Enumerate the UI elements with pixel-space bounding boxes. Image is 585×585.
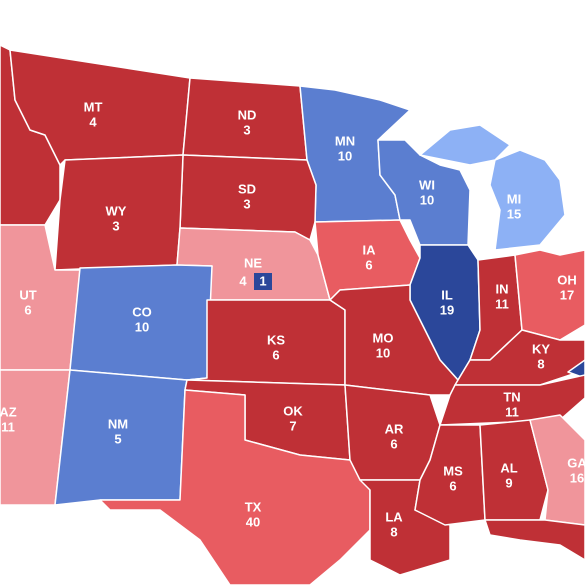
state-ky[interactable] — [454, 329, 585, 386]
state-mi[interactable] — [489, 149, 566, 251]
state-abbr: OH — [557, 272, 577, 287]
state-abbr: UT — [19, 287, 36, 302]
state-abbr: AZ — [0, 404, 17, 419]
state-abbr: MO — [373, 330, 394, 345]
state-abbr: MS — [443, 463, 463, 478]
state-votes: 3 — [112, 218, 119, 233]
state-abbr: IA — [363, 242, 377, 257]
state-votes: 16 — [570, 470, 584, 485]
district-votes: 1 — [259, 273, 266, 288]
state-votes: 15 — [507, 206, 521, 221]
state-oh[interactable] — [514, 249, 585, 341]
state-votes: 8 — [390, 524, 397, 539]
state-votes: 11 — [1, 419, 15, 434]
state-fl[interactable] — [484, 519, 585, 561]
district-box — [254, 273, 272, 290]
state-votes: 4 — [89, 114, 97, 129]
state-votes: 40 — [246, 514, 260, 529]
state-votes: 3 — [243, 122, 250, 137]
state-votes: 6 — [272, 347, 279, 362]
state-votes: 9 — [505, 475, 512, 490]
state-votes: 8 — [537, 356, 544, 371]
state-al[interactable] — [479, 419, 549, 521]
state-abbr: NE — [244, 255, 262, 270]
state-abbr: NM — [108, 416, 128, 431]
state-abbr: MI — [507, 191, 521, 206]
state-ga[interactable] — [529, 414, 585, 526]
state-tx[interactable] — [99, 389, 371, 585]
state-abbr: KS — [267, 332, 285, 347]
state-abbr: ND — [238, 107, 257, 122]
state-votes: 10 — [135, 319, 149, 334]
state-abbr: SD — [238, 181, 256, 196]
state-votes: 19 — [440, 302, 454, 317]
state-votes: 11 — [495, 296, 509, 311]
state-abbr: WI — [419, 177, 435, 192]
state-abbr: LA — [385, 509, 403, 524]
state-abbr: GA — [567, 455, 585, 470]
state-tn[interactable] — [439, 374, 585, 426]
state-abbr: IN — [496, 281, 509, 296]
state-abbr: MN — [335, 133, 355, 148]
state-votes: 17 — [560, 287, 574, 302]
state-votes: 6 — [24, 302, 31, 317]
state-votes: 11 — [505, 404, 519, 419]
state-abbr: KY — [532, 341, 550, 356]
state-va[interactable] — [567, 359, 585, 379]
state-mi-upper[interactable] — [419, 124, 511, 166]
state-votes: 10 — [338, 148, 352, 163]
state-abbr: TX — [245, 499, 262, 514]
state-votes: 6 — [365, 257, 372, 272]
states — [0, 44, 585, 585]
state-abbr: OK — [283, 403, 303, 418]
state-abbr: IL — [441, 287, 453, 302]
state-abbr: WY — [106, 203, 127, 218]
state-votes: 6 — [449, 478, 456, 493]
state-abbr: MT — [84, 99, 103, 114]
state-abbr: TN — [503, 389, 520, 404]
state-votes: 7 — [289, 418, 296, 433]
state-votes: 10 — [376, 345, 390, 360]
state-abbr: CO — [132, 304, 152, 319]
state-abbr: AL — [500, 460, 517, 475]
state-votes: 10 — [420, 192, 434, 207]
state-votes: 5 — [114, 431, 121, 446]
state-votes: 6 — [390, 436, 397, 451]
state-votes: 4 — [239, 273, 247, 288]
state-votes: 3 — [243, 196, 250, 211]
state-abbr: AR — [385, 421, 404, 436]
